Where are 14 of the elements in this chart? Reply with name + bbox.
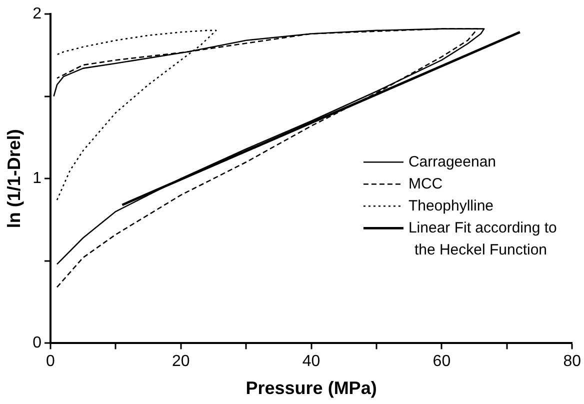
- legend-label: MCC: [408, 175, 443, 192]
- x-tick-label: 40: [302, 353, 320, 370]
- y-tick-label: 2: [32, 5, 42, 22]
- x-tick-label: 60: [432, 353, 451, 370]
- x-tick-label: 80: [563, 353, 582, 370]
- x-tick-label: 20: [172, 353, 190, 370]
- y-tick-label: 0: [32, 334, 42, 352]
- x-axis-title: Pressure (MPa): [246, 378, 377, 398]
- y-axis-title: ln (1/1-Drel): [4, 129, 24, 228]
- x-tick-label: 0: [46, 353, 56, 370]
- legend-label: Linear Fit according to the Heckel Function: [408, 219, 557, 258]
- legend-label: Theophylline: [408, 197, 494, 214]
- legend-label: Carrageenan: [408, 153, 496, 170]
- y-tick-label: 1: [32, 170, 42, 188]
